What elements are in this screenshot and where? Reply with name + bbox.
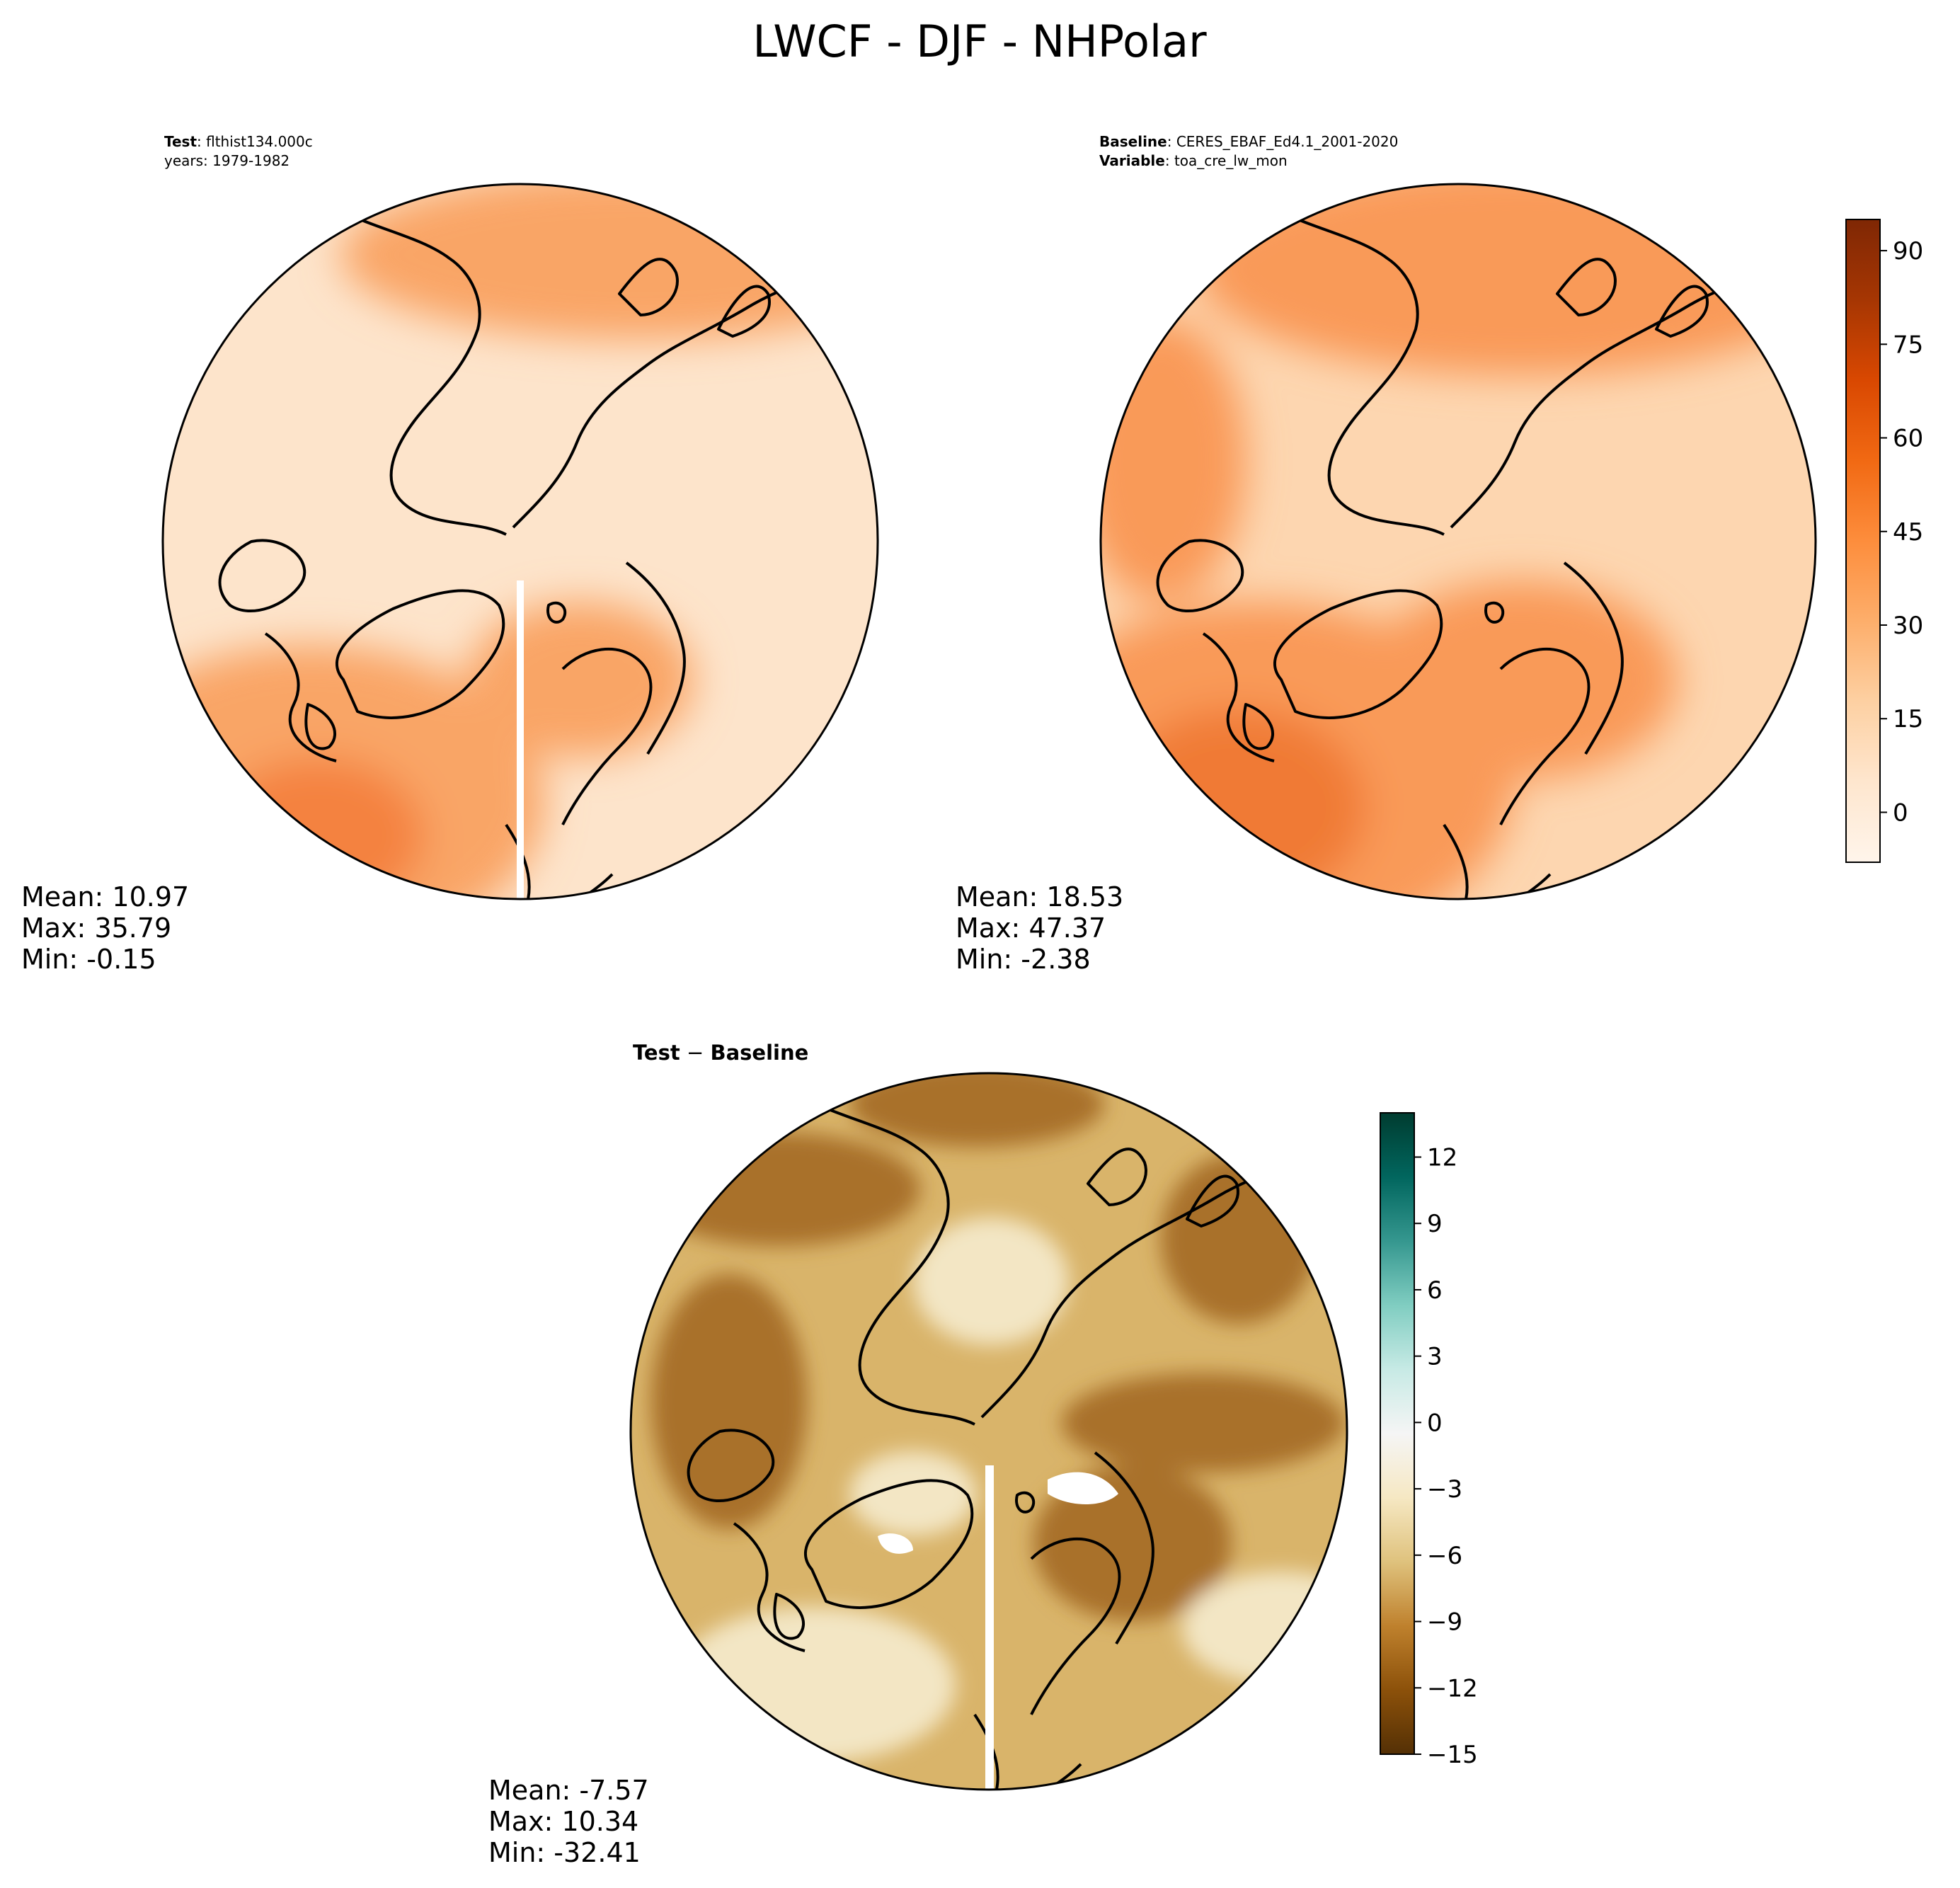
baseline-stat-max: Max: 47.37 bbox=[956, 912, 1106, 944]
diff-stat-min: Min: -32.41 bbox=[488, 1837, 641, 1868]
baseline-map bbox=[1101, 184, 1816, 899]
diff-colorbar-tick-label: 0 bbox=[1427, 1409, 1443, 1437]
diff-colorbar-tick-label: −9 bbox=[1427, 1608, 1462, 1637]
main-colorbar-tick-label: 75 bbox=[1893, 331, 1923, 359]
test-stat-max: Max: 35.79 bbox=[21, 912, 171, 944]
diff-stat-max: Max: 10.34 bbox=[488, 1806, 638, 1837]
diff-colorbar-tick-label: 6 bbox=[1427, 1276, 1443, 1305]
main-colorbar: 0 15 30 45 60 75 90 bbox=[1845, 219, 1923, 863]
diff-colorbar: 12 9 6 3 0 −3 −6 −9 −12 −15 bbox=[1380, 1112, 1478, 1769]
diff-stat-mean: Mean: -7.57 bbox=[488, 1775, 649, 1806]
main-colorbar-tick-label: 15 bbox=[1893, 705, 1923, 733]
diff-missing-strip bbox=[985, 1465, 994, 1790]
test-panel: Test: flthist134.000c years: 1979-1982 M… bbox=[21, 133, 879, 975]
diff-missing-patch-2 bbox=[878, 1533, 913, 1554]
diff-map-border bbox=[629, 1072, 1348, 1791]
test-map bbox=[163, 184, 878, 899]
diff-colorbar-tick-label: −6 bbox=[1427, 1542, 1462, 1570]
baseline-variable: Variable: toa_cre_lw_mon bbox=[1099, 152, 1288, 169]
baseline-stat-min: Min: -2.38 bbox=[956, 944, 1091, 975]
diff-colorbar-tick-label: −3 bbox=[1427, 1475, 1462, 1504]
test-missing-strip bbox=[517, 580, 524, 899]
diff-colorbar-tick-label: −12 bbox=[1427, 1674, 1478, 1703]
test-stat-min: Min: -0.15 bbox=[21, 944, 156, 975]
diff-colorbar-tick-label: −15 bbox=[1427, 1741, 1478, 1769]
main-colorbar-fill bbox=[1846, 219, 1880, 862]
baseline-label: Baseline: CERES_EBAF_Ed4.1_2001-2020 bbox=[1099, 133, 1398, 150]
main-colorbar-tick-label: 60 bbox=[1893, 425, 1923, 453]
test-stat-mean: Mean: 10.97 bbox=[21, 881, 189, 912]
baseline-stat-mean: Mean: 18.53 bbox=[956, 881, 1123, 912]
test-map-border bbox=[161, 183, 879, 900]
test-years: years: 1979-1982 bbox=[164, 152, 290, 169]
diff-title: Test − Baseline bbox=[633, 1041, 808, 1065]
main-colorbar-tick-label: 90 bbox=[1893, 237, 1923, 265]
diff-colorbar-fill bbox=[1380, 1113, 1414, 1754]
figure-title: LWCF - DJF - NHPolar bbox=[752, 16, 1207, 67]
diff-colorbar-tick-label: 9 bbox=[1427, 1210, 1443, 1238]
main-colorbar-tick-label: 30 bbox=[1893, 612, 1923, 640]
diff-panel: Test − Baseline Mean: -7.57 Max bbox=[488, 1041, 1348, 1868]
main-colorbar-tick-label: 0 bbox=[1893, 799, 1908, 827]
diff-missing-patch bbox=[1048, 1472, 1118, 1504]
test-label: Test: flthist134.000c bbox=[164, 133, 313, 150]
diff-colorbar-tick-label: 3 bbox=[1427, 1343, 1443, 1371]
diff-colorbar-frame bbox=[1380, 1112, 1415, 1755]
baseline-panel: Baseline: CERES_EBAF_Ed4.1_2001-2020 Var… bbox=[956, 133, 1817, 975]
diff-map bbox=[631, 1073, 1347, 1790]
main-colorbar-tick-label: 45 bbox=[1893, 518, 1923, 547]
baseline-map-border bbox=[1099, 183, 1817, 900]
diff-colorbar-tick-label: 12 bbox=[1427, 1143, 1457, 1172]
main-colorbar-frame bbox=[1845, 219, 1881, 863]
